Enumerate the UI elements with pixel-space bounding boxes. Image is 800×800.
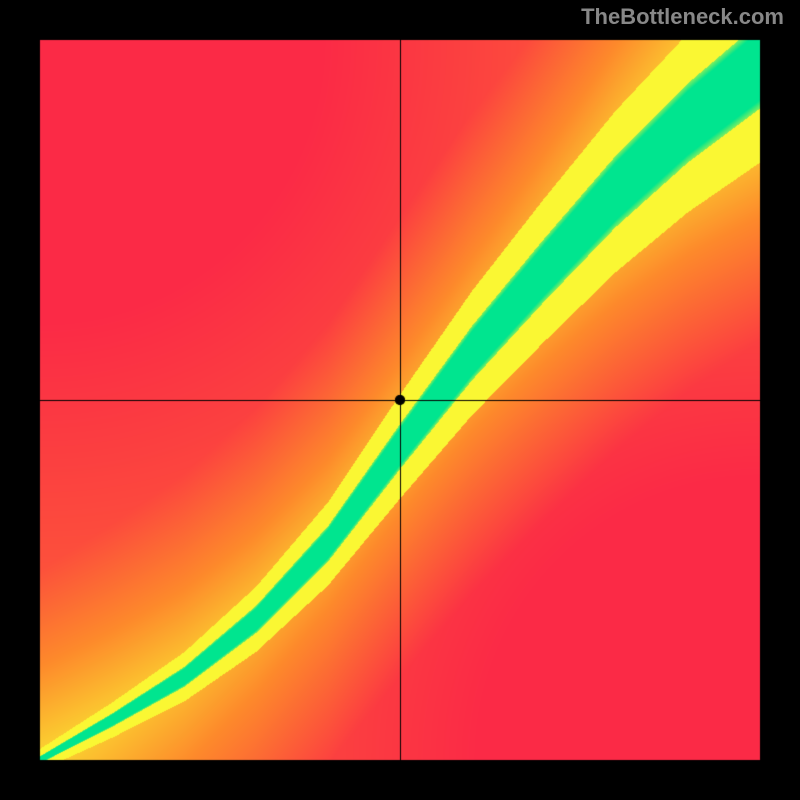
watermark-text: TheBottleneck.com (581, 4, 784, 30)
heatmap-canvas (0, 0, 800, 800)
chart-container: TheBottleneck.com (0, 0, 800, 800)
